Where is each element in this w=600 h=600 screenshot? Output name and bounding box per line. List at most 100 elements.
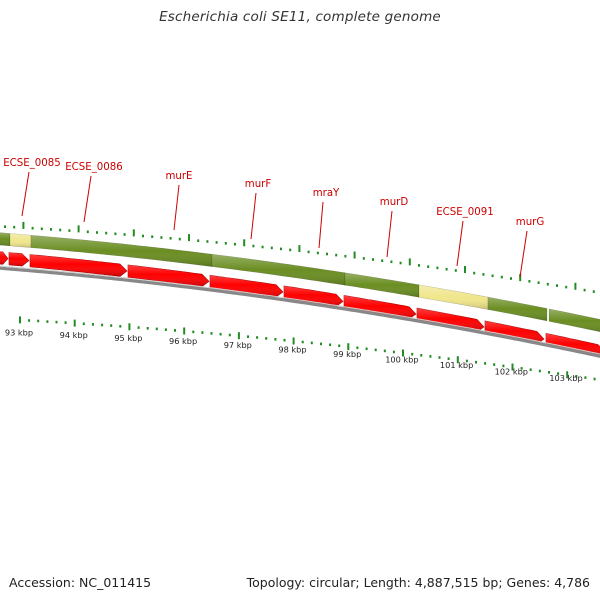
gene-track-shading	[419, 284, 488, 310]
upper-minor-tick	[50, 228, 52, 231]
upper-minor-tick	[114, 232, 117, 236]
gene-feature-track	[0, 232, 600, 333]
scale-minor-tick	[192, 330, 195, 334]
upper-minor-tick	[105, 231, 108, 235]
scale-tick-marks	[19, 316, 596, 381]
upper-minor-tick	[142, 234, 144, 238]
scale-minor-tick	[92, 323, 94, 326]
scale-minor-tick	[137, 326, 140, 329]
scale-minor-tick	[329, 343, 332, 347]
gene-labels: ECSE_0085 ECSE_0086 murE murF mraY murD ECSE_0…	[3, 158, 544, 228]
upper-minor-tick	[59, 228, 62, 232]
upper-minor-tick	[270, 246, 273, 250]
scale-minor-tick	[210, 332, 213, 335]
upper-minor-tick	[500, 275, 503, 279]
gene-track-shading	[488, 297, 547, 321]
gene-track-shading	[549, 308, 600, 332]
upper-minor-tick	[31, 226, 34, 230]
upper-minor-tick	[40, 227, 43, 231]
upper-minor-tick	[491, 274, 494, 278]
scale-minor-tick	[365, 347, 368, 351]
upper-minor-tick	[280, 247, 282, 251]
gene-track-shading	[212, 254, 345, 286]
scale-minor-tick	[110, 324, 113, 327]
gene-label[interactable]: murD	[380, 197, 409, 208]
scale-minor-tick	[46, 320, 49, 323]
gene-label[interactable]: ECSE_0086	[65, 162, 122, 173]
upper-minor-tick	[436, 266, 439, 270]
scale-minor-tick	[37, 319, 40, 323]
upper-minor-tick	[316, 251, 319, 255]
scale-minor-tick	[247, 335, 249, 338]
scale-major-tick	[566, 371, 569, 379]
scale-major-tick	[347, 343, 350, 351]
upper-minor-tick	[68, 229, 71, 232]
scale-minor-tick	[520, 367, 523, 370]
upper-minor-tick	[537, 281, 540, 284]
scale-label: 102 kbp	[495, 366, 528, 376]
upper-minor-tick	[307, 250, 310, 254]
upper-minor-tick	[86, 230, 89, 234]
accession-label: Accession: NC_011415	[9, 575, 152, 590]
scale-minor-tick	[557, 372, 560, 375]
upper-minor-tick	[96, 231, 98, 234]
upper-minor-tick	[556, 284, 558, 287]
upper-major-tick	[298, 245, 301, 253]
scale-minor-tick	[383, 349, 386, 353]
scale-minor-tick	[447, 357, 450, 360]
genome-info-label: Topology: circular; Length: 4,887,515 bp…	[246, 575, 590, 590]
gene-label-leader	[386, 210, 393, 258]
upper-major-tick	[188, 234, 190, 242]
upper-major-tick	[77, 225, 80, 233]
upper-minor-tick	[123, 233, 126, 236]
scale-minor-tick	[502, 364, 505, 368]
scale-label: 99 kbp	[333, 349, 361, 359]
scale-label: 101 kbp	[440, 360, 473, 370]
scale-minor-tick	[274, 338, 277, 341]
upper-minor-tick	[234, 242, 236, 246]
scale-minor-tick	[164, 328, 167, 331]
gene-label[interactable]: ECSE_0091	[436, 207, 493, 218]
upper-minor-tick	[372, 258, 374, 261]
upper-minor-tick	[482, 273, 485, 276]
gene-label-leaders	[21, 171, 528, 278]
upper-minor-tick	[169, 237, 172, 240]
scale-minor-tick	[548, 371, 550, 374]
gene-label[interactable]: mraY	[313, 188, 340, 199]
cds-arrow-shading	[344, 295, 416, 319]
upper-minor-tick	[427, 265, 430, 268]
scale-minor-tick	[301, 340, 304, 344]
gene-label[interactable]: murE	[165, 171, 192, 182]
upper-minor-tick	[473, 271, 476, 275]
scale-major-tick	[183, 327, 186, 335]
upper-minor-tick	[583, 288, 586, 292]
gene-label[interactable]: ECSE_0085	[3, 158, 60, 169]
scale-label: 97 kbp	[224, 340, 252, 350]
upper-minor-tick	[326, 252, 328, 256]
gene-track-shading	[345, 272, 419, 298]
scale-major-tick	[73, 319, 76, 327]
upper-minor-tick	[335, 253, 338, 257]
scale-minor-tick	[201, 331, 204, 334]
gene-track-shading	[10, 233, 31, 248]
scale-minor-tick	[310, 341, 313, 345]
cds-arrow-shading	[9, 252, 29, 267]
scale-label: 93 kbp	[5, 327, 33, 337]
scale-minor-tick	[356, 346, 359, 350]
scale-minor-tick	[82, 322, 85, 326]
scale-minor-tick	[484, 362, 487, 365]
upper-minor-tick	[151, 235, 154, 238]
gene-label[interactable]: murG	[516, 217, 545, 228]
scale-label: 96 kbp	[169, 336, 197, 346]
scale-major-tick	[511, 363, 514, 371]
scale-minor-tick	[420, 354, 423, 357]
scale-minor-tick	[438, 356, 441, 359]
scale-major-tick	[128, 323, 131, 331]
scale-minor-tick	[146, 327, 149, 330]
gene-label[interactable]: murF	[245, 179, 272, 190]
upper-minor-tick	[510, 277, 512, 280]
upper-major-tick	[408, 258, 411, 266]
scale-minor-tick	[493, 363, 496, 366]
